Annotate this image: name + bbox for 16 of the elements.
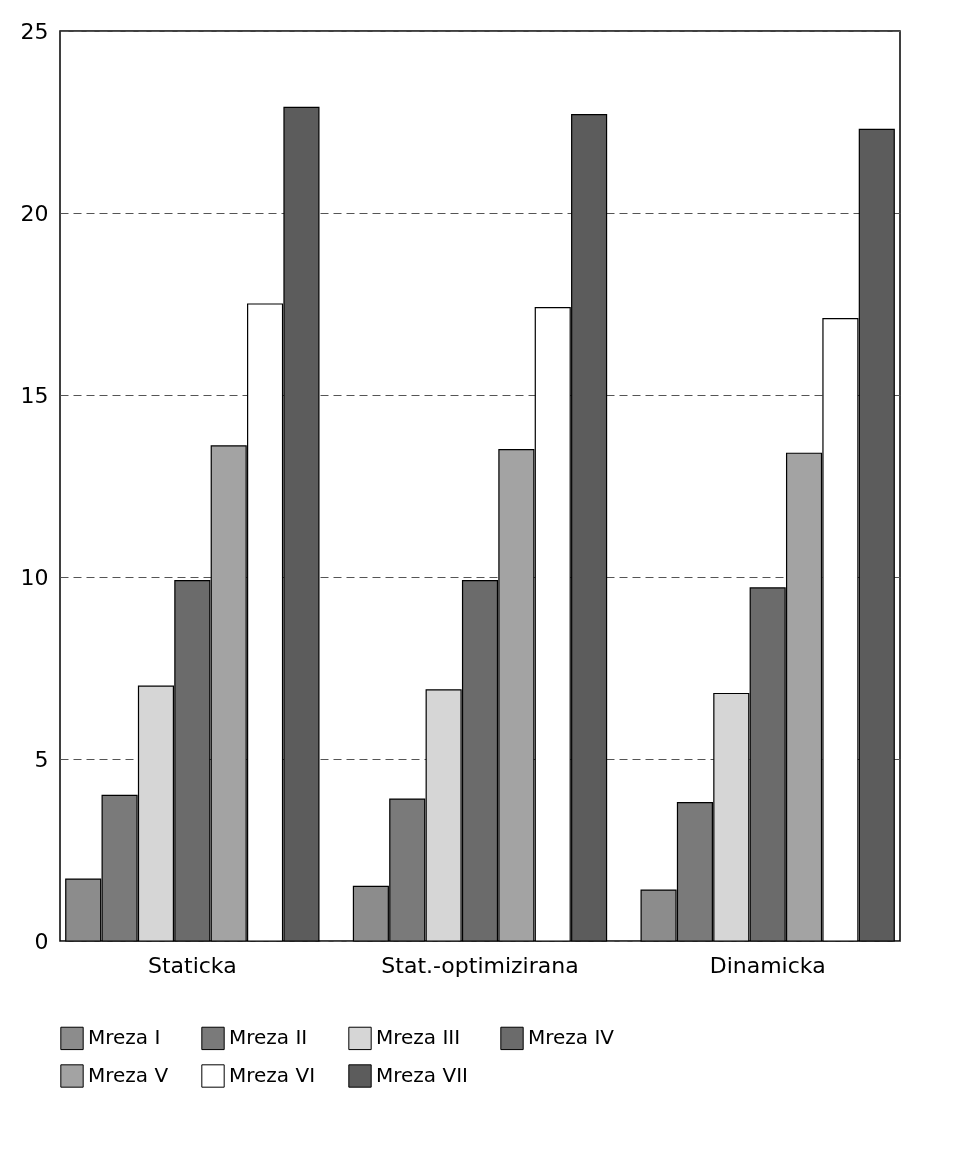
x-tick-label: Dinamicka	[709, 952, 826, 978]
legend-label: Mreza VII	[376, 1063, 468, 1087]
x-tick-label: Stat.-optimizirana	[381, 952, 579, 978]
legend-label: Mreza I	[88, 1025, 161, 1050]
legend-label: Mreza III	[376, 1025, 461, 1050]
legend-label: Mreza IV	[528, 1025, 615, 1050]
y-tick-label: 25	[20, 18, 49, 44]
y-tick-label: 0	[34, 928, 49, 954]
legend-label: Mreza II	[229, 1025, 308, 1050]
y-tick-label: 10	[20, 564, 49, 590]
x-tick-label: Staticka	[147, 952, 237, 978]
y-tick-label: 5	[34, 746, 49, 772]
legend-label: Mreza VI	[229, 1063, 316, 1087]
legend-label: Mreza V	[88, 1063, 169, 1087]
y-tick-label: 20	[20, 200, 49, 226]
y-tick-label: 15	[20, 382, 49, 408]
